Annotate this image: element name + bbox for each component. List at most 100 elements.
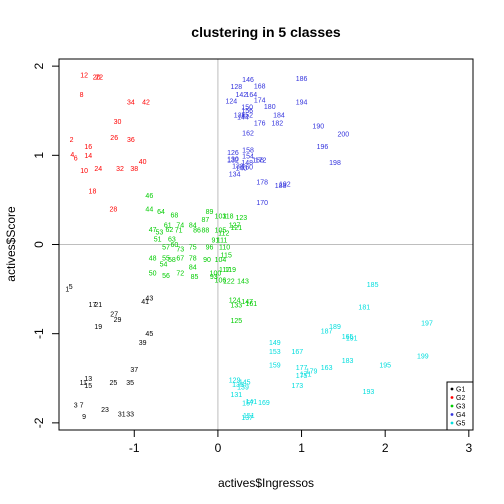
point-label: 136: [234, 113, 246, 120]
y-tick-label: 1: [32, 152, 46, 159]
point-label: 167: [292, 349, 304, 356]
y-tick-label: 0: [32, 241, 46, 248]
point-label: 23: [101, 407, 109, 414]
point-label: 164: [246, 92, 258, 99]
point-label: 35: [126, 380, 134, 387]
legend-entry: G4: [456, 412, 465, 419]
point-label: 90: [203, 257, 211, 264]
point-label: 100: [210, 271, 222, 278]
legend-entry: G3: [456, 404, 465, 411]
point-label: 34: [127, 99, 135, 106]
point-label: 27: [110, 312, 118, 319]
point-label: 84: [189, 264, 197, 271]
point-label: 139: [237, 385, 249, 392]
point-label: 75: [189, 245, 197, 252]
point-label: 141: [246, 399, 258, 406]
point-label: 106: [215, 278, 227, 285]
point-label: 89: [206, 209, 214, 216]
point-label: 28: [109, 206, 117, 213]
point-label: 64: [157, 209, 165, 216]
point-label: 33: [126, 411, 134, 418]
point-label: 51: [154, 237, 162, 244]
point-label: 117: [219, 267, 230, 274]
point-label: 104: [215, 257, 227, 264]
point-label: 171: [300, 371, 312, 378]
point-label: 148: [241, 160, 253, 167]
point-label: 18: [89, 188, 97, 195]
point-label: 58: [168, 257, 176, 264]
chart-title: clustering in 5 classes: [191, 24, 341, 40]
point-label: 191: [346, 336, 358, 343]
point-label: 161: [246, 301, 258, 308]
point-label: 126: [227, 150, 239, 157]
y-tick-label: -1: [32, 328, 46, 339]
point-label: 46: [145, 193, 153, 200]
point-label: 124: [225, 98, 237, 105]
point-label: 172: [255, 157, 267, 164]
point-label: 10: [80, 168, 88, 175]
point-label: 68: [171, 213, 179, 220]
point-label: 47: [149, 227, 157, 234]
point-label: 71: [175, 228, 183, 235]
point-label: 145: [239, 379, 251, 386]
point-label: 11: [80, 380, 87, 387]
point-label: 9: [82, 414, 86, 421]
point-label: 124: [229, 297, 241, 304]
x-axis-label: actives$Ingressos: [218, 476, 314, 490]
point-label: 6: [74, 155, 78, 162]
point-label: 88: [201, 228, 209, 235]
point-label: 162: [242, 131, 254, 138]
point-label: 13: [84, 376, 92, 383]
point-label: 154: [242, 154, 254, 161]
point-label: 53: [155, 230, 163, 237]
point-label: 186: [296, 76, 308, 83]
point-label: 39: [139, 340, 147, 347]
point-label: 151: [243, 413, 255, 420]
point-label: 96: [206, 245, 214, 252]
point-label: 4: [70, 152, 74, 159]
point-label: 174: [254, 98, 266, 105]
point-label: 193: [363, 389, 375, 396]
point-label: 63: [168, 237, 176, 244]
point-label: 147: [241, 299, 253, 306]
point-label: 17: [89, 302, 97, 309]
point-label: 140: [235, 165, 247, 172]
point-label: 178: [256, 180, 268, 187]
legend-marker: [450, 387, 454, 391]
point-label: 135: [232, 382, 244, 389]
point-label: 67: [176, 255, 184, 262]
point-label: 38: [130, 166, 138, 173]
point-label: 48: [149, 255, 157, 262]
point-label: 125: [230, 318, 242, 325]
x-axis: -1 0 1 2 3: [129, 429, 472, 455]
point-label: 188: [275, 183, 287, 190]
point-label: 197: [421, 320, 433, 327]
point-label: 14: [84, 153, 92, 160]
point-label: 142: [235, 92, 247, 99]
point-label: 84: [189, 222, 197, 229]
point-label: 185: [367, 282, 379, 289]
x-tick-label: 3: [465, 441, 472, 455]
point-label: 128: [230, 84, 242, 91]
point-label: 87: [201, 217, 209, 224]
point-label: 133: [230, 303, 242, 310]
point-label: 129: [229, 378, 241, 385]
point-label: 37: [130, 367, 138, 374]
point-label: 20: [93, 74, 101, 81]
point-label: 62: [166, 227, 174, 234]
point-label: 156: [241, 108, 253, 115]
point-label: 123: [235, 215, 247, 222]
point-label: 56: [162, 273, 170, 280]
point-label: 73: [176, 246, 184, 253]
legend-marker: [450, 396, 454, 399]
point-label: 50: [149, 271, 157, 278]
point-label: 176: [254, 121, 266, 128]
y-axis: -2 -1 0 1 2: [32, 62, 60, 428]
point-label: 200: [338, 131, 350, 138]
point-label: 192: [279, 181, 291, 188]
legend-marker: [450, 413, 454, 416]
point-label: 190: [312, 123, 324, 130]
